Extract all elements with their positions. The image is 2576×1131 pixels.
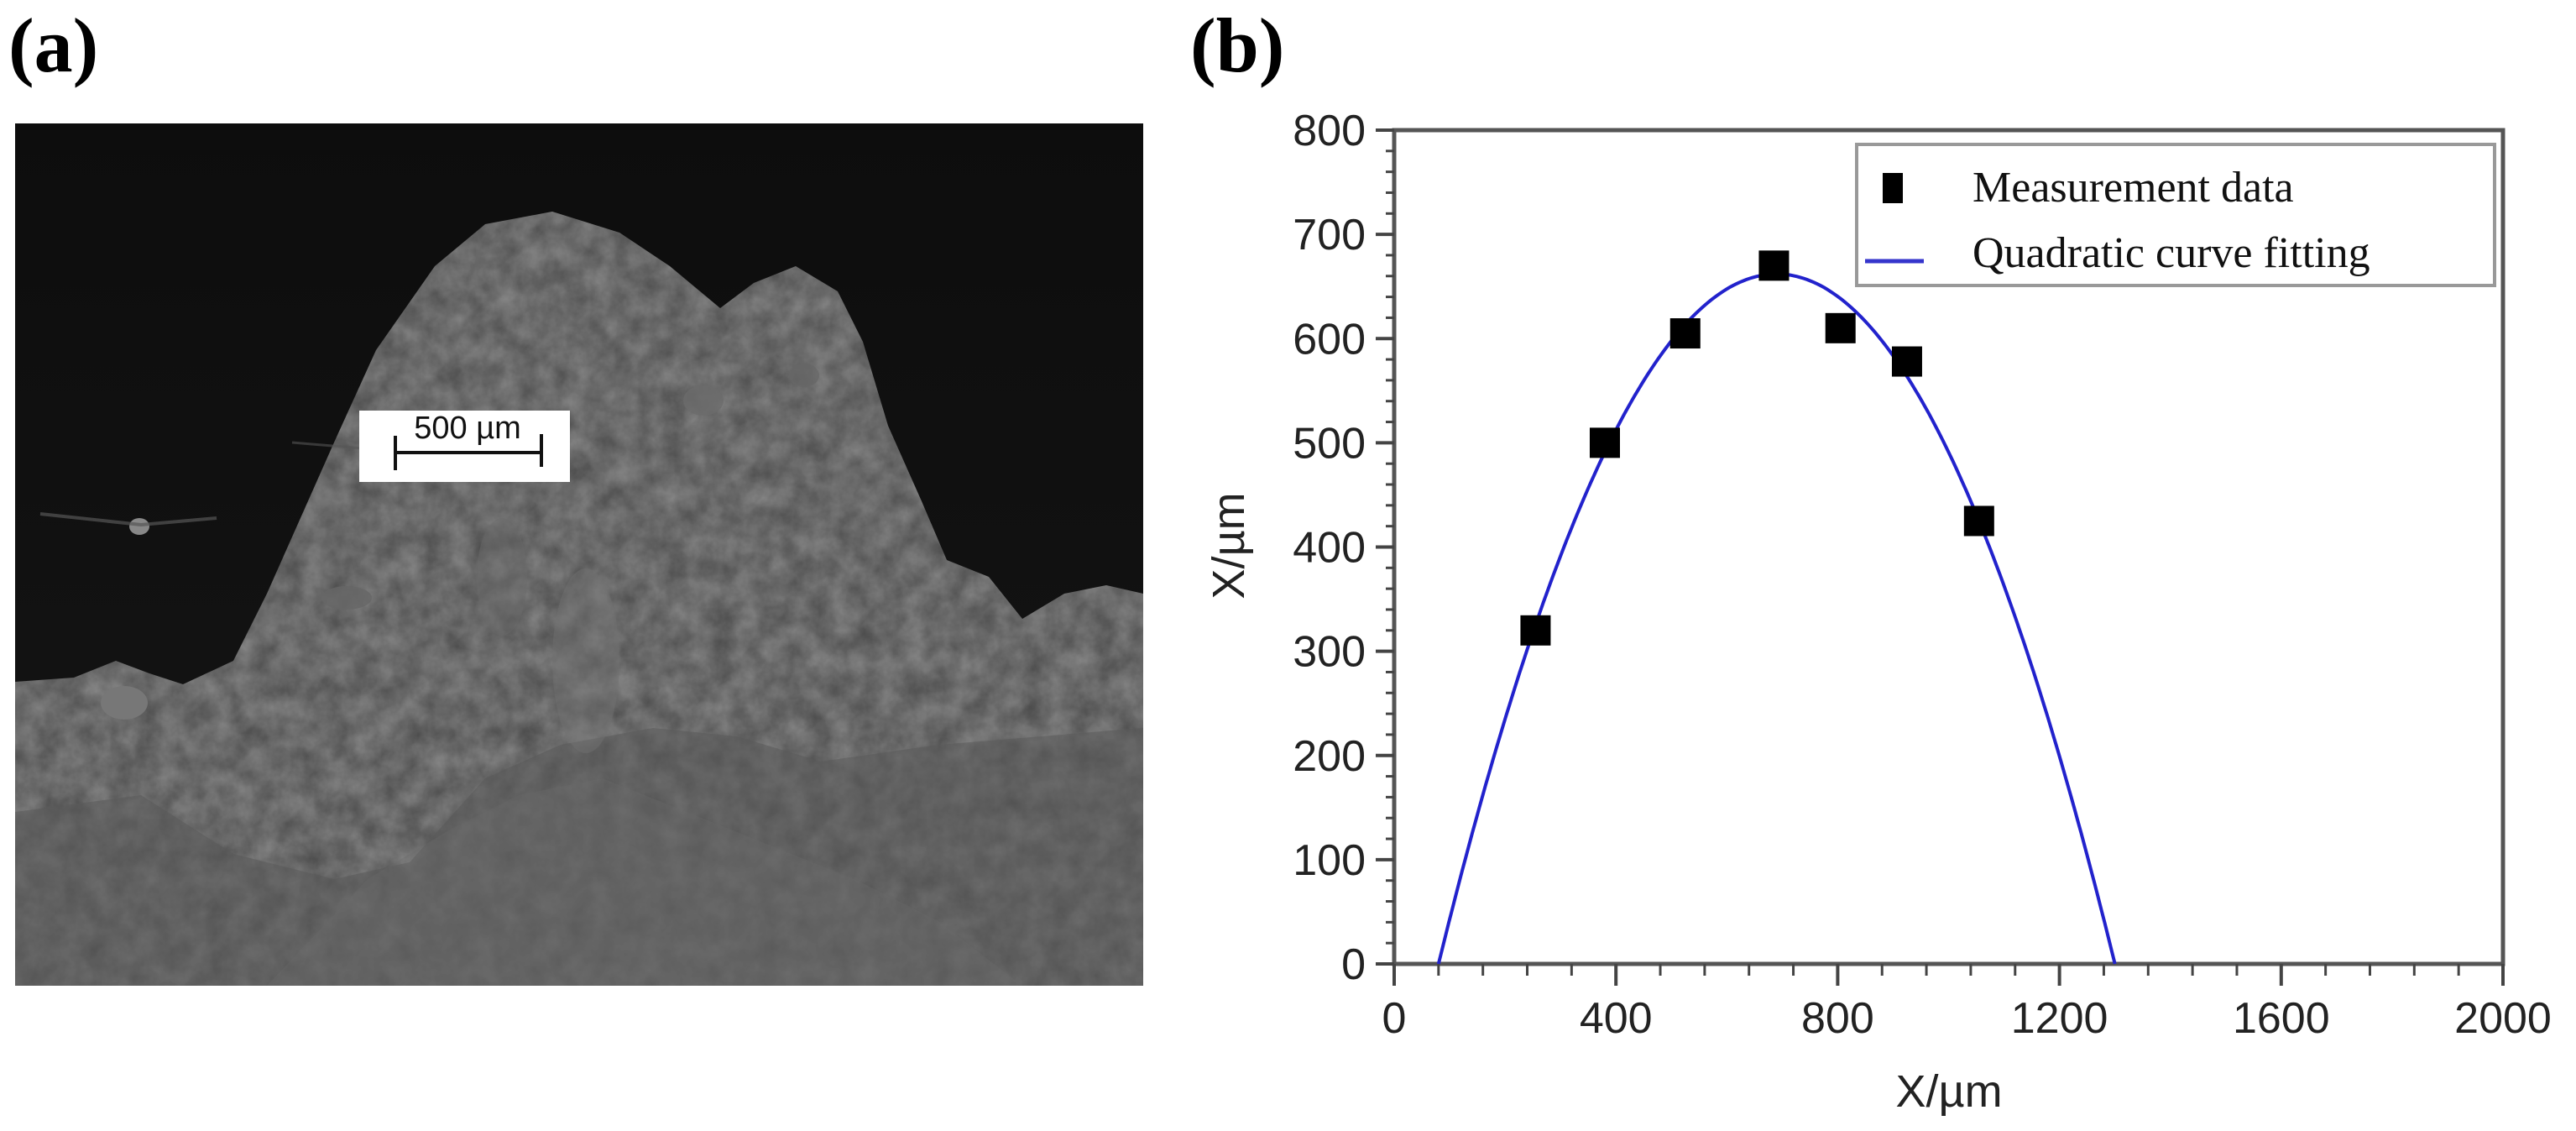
y-tick-label: 500 <box>1293 419 1366 468</box>
y-tick-label: 0 <box>1341 940 1366 989</box>
data-point <box>1758 250 1790 281</box>
data-point <box>1825 312 1856 343</box>
panel-label-a: (a) <box>8 3 99 88</box>
panel-label-b: (b) <box>1190 3 1285 88</box>
legend-label-measurement: Measurement data <box>1972 164 2294 212</box>
x-tick-label: 800 <box>1801 994 1874 1043</box>
scale-bar-label: 500 µm <box>414 411 521 446</box>
y-tick-label: 300 <box>1293 628 1366 677</box>
legend-square-marker-icon <box>1883 173 1903 203</box>
x-tick-label: 400 <box>1580 994 1653 1043</box>
x-tick-label: 1600 <box>2233 994 2330 1043</box>
x-tick-label: 2000 <box>2454 994 2552 1043</box>
chart-legend: Measurement data Quadratic curve fitting <box>1855 143 2496 287</box>
x-tick-label: 0 <box>1382 994 1407 1043</box>
y-tick-label: 800 <box>1293 107 1366 155</box>
x-axis-label: X/µm <box>1895 1066 2002 1117</box>
y-tick-label: 200 <box>1293 732 1366 781</box>
data-point <box>1669 318 1701 349</box>
y-tick-label: 400 <box>1293 524 1366 573</box>
chart-axes: 0 400 800 1200 1600 2000 0 100 200 300 400 500 600 70… <box>1293 107 2552 1043</box>
y-tick-label: 600 <box>1293 315 1366 364</box>
y-tick-label: 700 <box>1293 211 1366 259</box>
legend-label-fit: Quadratic curve fitting <box>1972 229 2370 277</box>
data-point <box>1520 615 1551 646</box>
y-tick-label: 100 <box>1293 836 1366 885</box>
data-point <box>1891 346 1922 377</box>
measurement-points <box>1520 250 1994 646</box>
legend-box <box>1855 143 2496 287</box>
data-point <box>1589 427 1620 458</box>
x-tick-label: 1200 <box>2011 994 2108 1043</box>
y-axis-label: X/µm <box>1204 492 1254 599</box>
data-point <box>1963 505 1994 537</box>
micrograph-image <box>15 123 1143 986</box>
